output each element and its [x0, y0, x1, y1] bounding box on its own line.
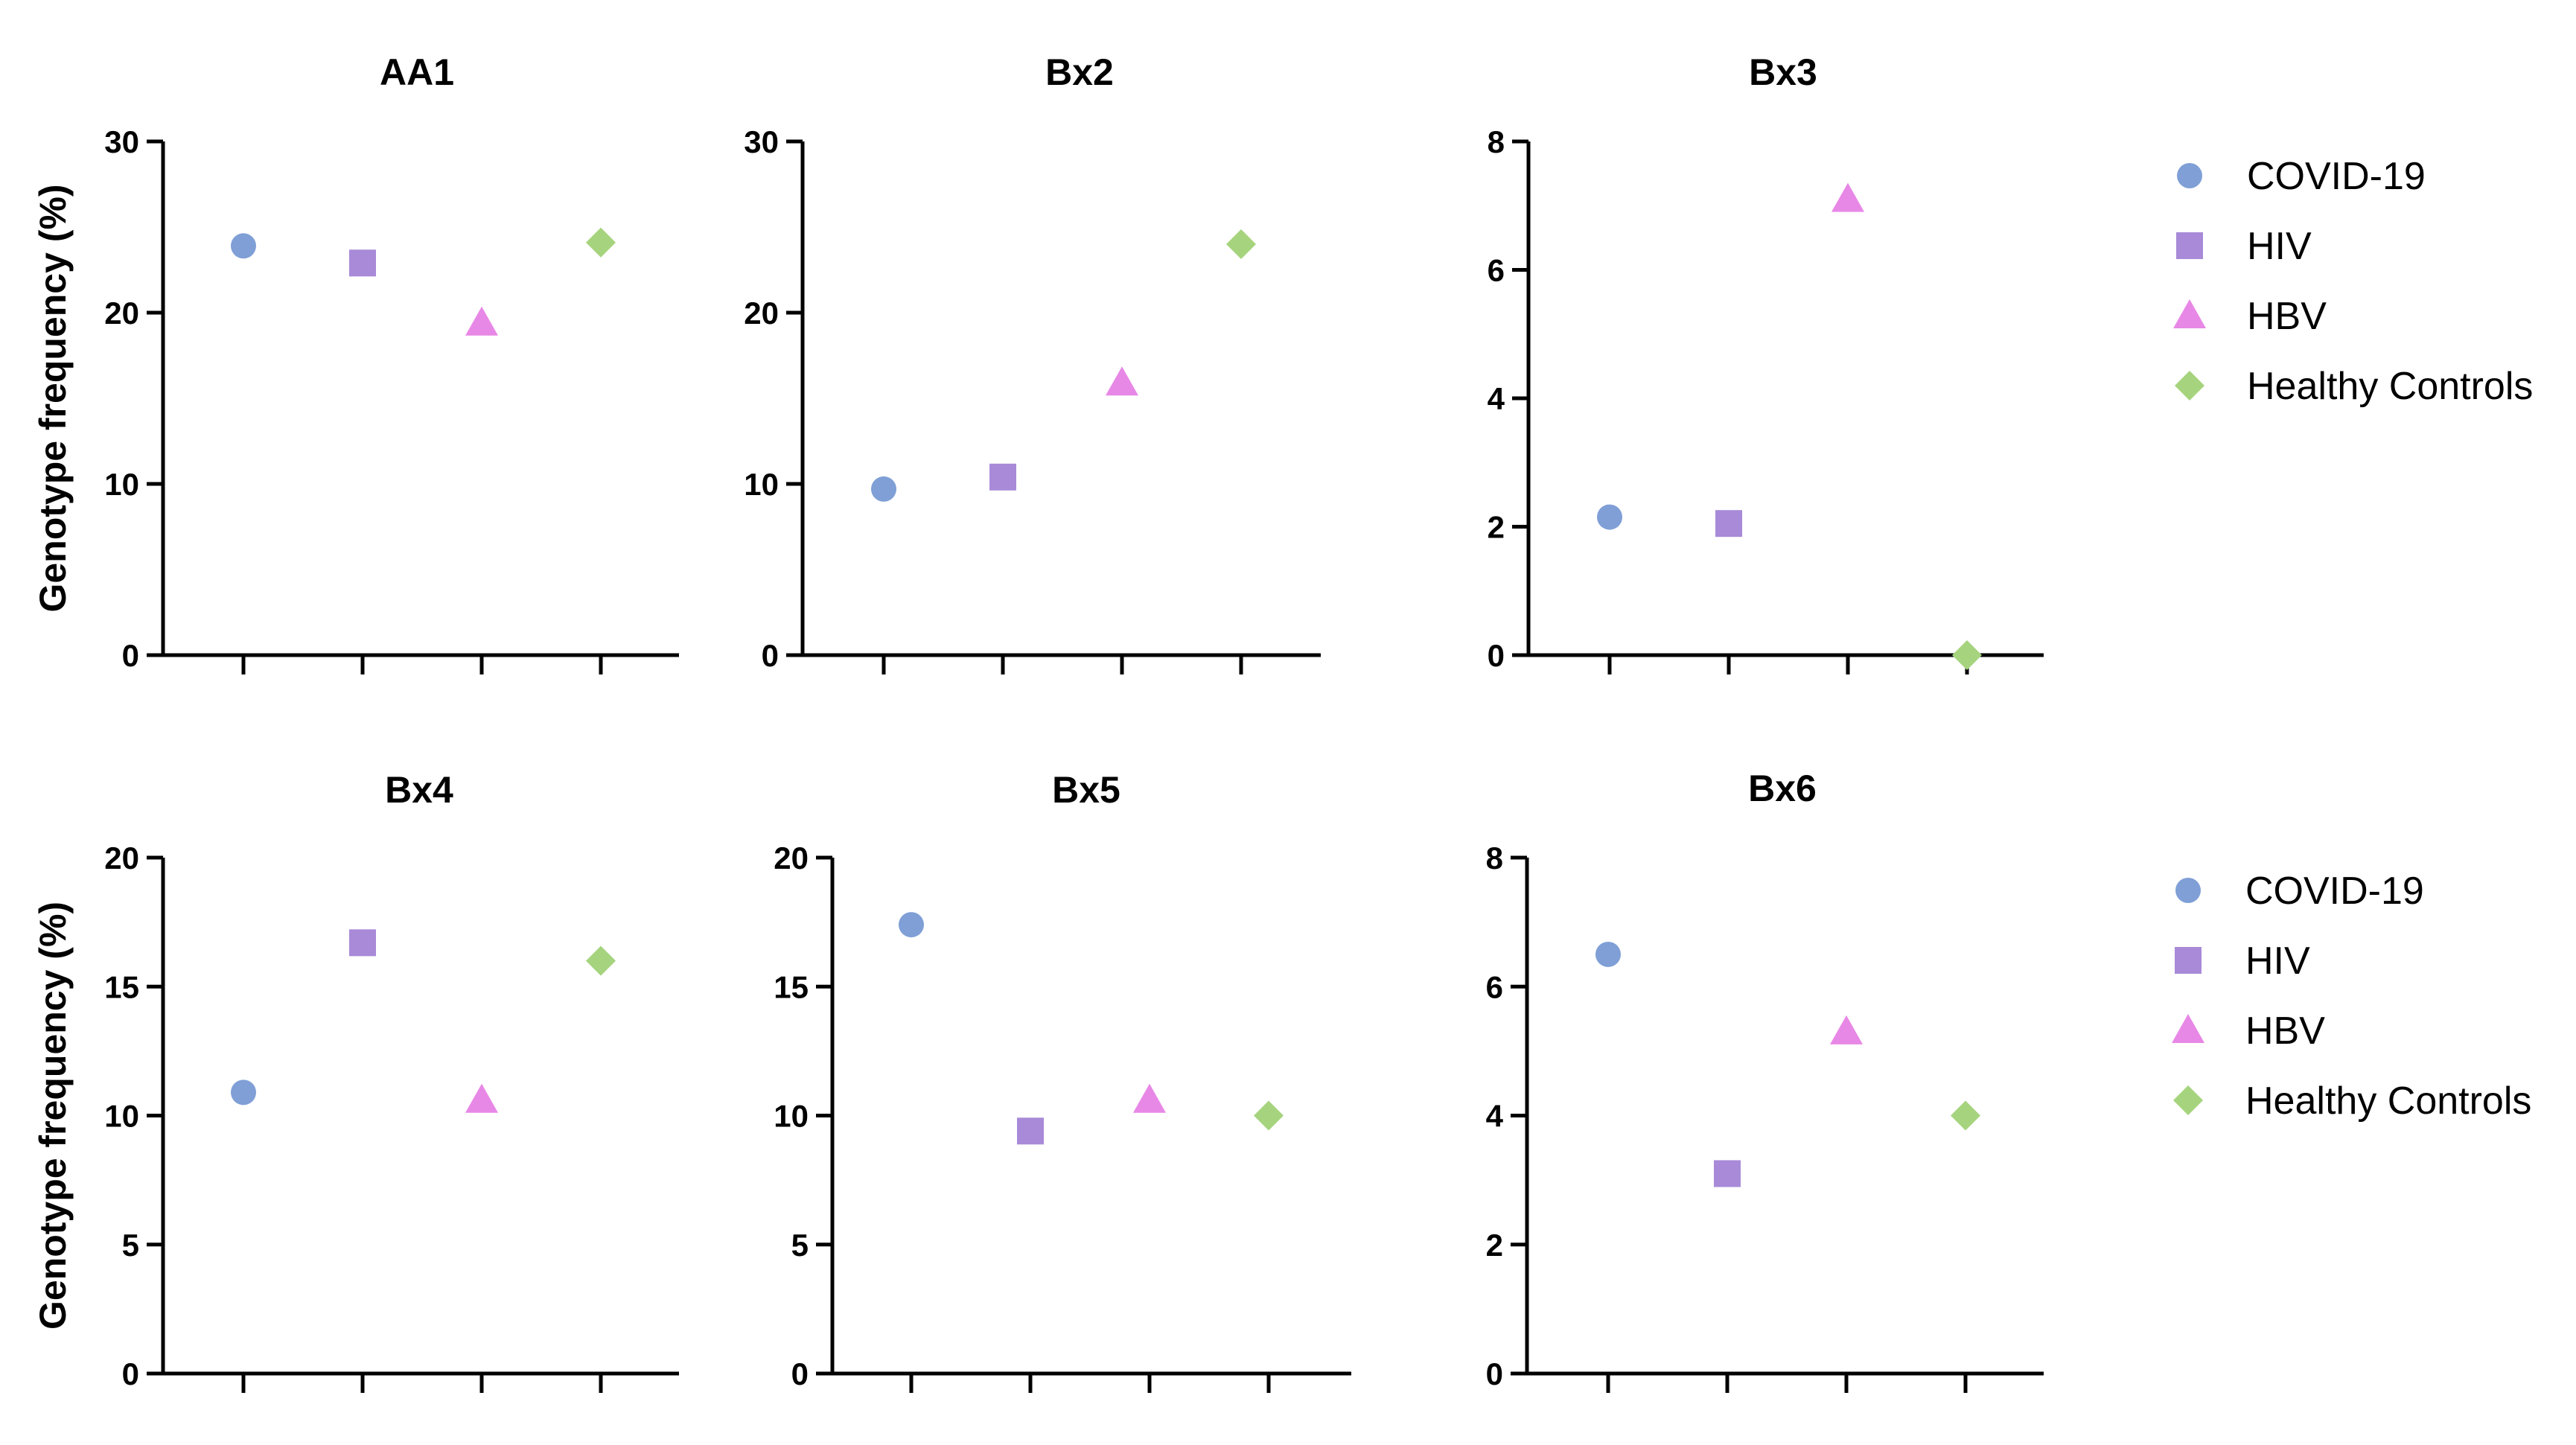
- legend-marker-hbv: [2172, 1014, 2204, 1043]
- panel-title: Bx5: [1052, 769, 1120, 811]
- legend-item-covid-19: COVID-19: [2175, 870, 2424, 913]
- data-point-covid-19: [231, 233, 256, 259]
- data-point-hiv: [1017, 1117, 1044, 1145]
- legend-item-healthy-controls: Healthy Controls: [2173, 1079, 2531, 1123]
- legend-marker-hbv: [2173, 299, 2206, 328]
- y-tick-label: 0: [122, 1356, 139, 1391]
- y-tick-label: 0: [122, 638, 139, 673]
- data-point-hbv: [1133, 1083, 1166, 1113]
- data-point-covid-19: [899, 912, 924, 938]
- y-tick-label: 15: [774, 969, 809, 1004]
- legend-marker-hiv: [2176, 232, 2203, 259]
- panel-bx3: Bx3 0 2 4 6 8: [1488, 51, 2044, 674]
- y-tick-label: 6: [1488, 253, 1505, 288]
- panel-title: Bx3: [1749, 51, 1817, 93]
- y-tick-label: 0: [1486, 1356, 1503, 1391]
- y-tick-label: 10: [104, 1099, 139, 1134]
- data-point-healthy-controls: [586, 945, 616, 976]
- panel-title: Bx2: [1045, 51, 1114, 93]
- panel-title: Bx6: [1748, 768, 1817, 809]
- y-tick-label: 2: [1488, 510, 1505, 545]
- legend-top: COVID-19 HIV HBV Healthy Controls: [2173, 155, 2533, 408]
- y-tick-label: 20: [104, 840, 139, 875]
- data-point-hiv: [1714, 1160, 1741, 1187]
- y-axis-title: Genotype frequency (%): [32, 902, 74, 1330]
- y-tick-label: 4: [1488, 381, 1505, 416]
- legend-label: Healthy Controls: [2247, 365, 2533, 408]
- panel-aa1: AA1 0 10 20 30 Genotype frequency (%): [32, 51, 679, 674]
- legend-marker-hiv: [2175, 947, 2202, 974]
- data-point-healthy-controls: [1951, 1100, 1980, 1131]
- data-point-healthy-controls: [1952, 640, 1982, 670]
- data-point-hbv: [1831, 182, 1864, 212]
- data-point-hbv: [1830, 1015, 1863, 1044]
- panel-bx4: Bx4 0 5 10 15 20 Genotype frequency (%): [32, 769, 679, 1393]
- y-tick-label: 20: [774, 840, 809, 875]
- data-point-covid-19: [1595, 941, 1621, 967]
- legend-item-hiv: HIV: [2175, 940, 2310, 983]
- panel-title: Bx4: [385, 769, 453, 811]
- data-point-hiv: [1715, 510, 1742, 538]
- data-point-healthy-controls: [1254, 1100, 1284, 1131]
- y-tick-label: 0: [762, 638, 779, 673]
- y-tick-label: 10: [104, 467, 139, 502]
- legend-label: Healthy Controls: [2245, 1079, 2531, 1123]
- legend-item-hiv: HIV: [2176, 225, 2312, 268]
- y-tick-label: 10: [774, 1099, 809, 1134]
- y-tick-label: 10: [744, 467, 779, 502]
- legend-item-hbv: HBV: [2173, 295, 2327, 338]
- legend-marker-healthy-controls: [2175, 371, 2204, 401]
- y-tick-label: 5: [791, 1228, 809, 1263]
- data-point-hbv: [465, 1083, 498, 1113]
- y-axis-title: Genotype frequency (%): [32, 184, 74, 612]
- panel-bx2: Bx2 0 10 20 30: [744, 51, 1321, 674]
- legend-item-hbv: HBV: [2172, 1009, 2325, 1053]
- legend-marker-covid-19: [2177, 163, 2202, 188]
- data-point-healthy-controls: [586, 227, 616, 258]
- y-tick-label: 2: [1486, 1228, 1503, 1263]
- y-tick-label: 0: [1488, 638, 1505, 673]
- y-tick-label: 15: [104, 969, 139, 1004]
- panel-title: AA1: [380, 51, 454, 93]
- y-tick-label: 30: [744, 124, 779, 159]
- legend-label: HIV: [2245, 940, 2310, 983]
- legend-label: HBV: [2245, 1009, 2325, 1053]
- legend-item-healthy-controls: Healthy Controls: [2175, 365, 2533, 408]
- data-point-covid-19: [1597, 504, 1622, 530]
- y-tick-label: 30: [104, 124, 139, 159]
- y-tick-label: 8: [1488, 124, 1505, 159]
- legend-item-covid-19: COVID-19: [2177, 155, 2426, 198]
- data-point-hiv: [349, 249, 376, 277]
- y-tick-label: 4: [1486, 1099, 1504, 1134]
- legend-marker-healthy-controls: [2173, 1085, 2203, 1115]
- data-point-hbv: [1106, 366, 1138, 396]
- y-tick-label: 8: [1486, 840, 1503, 875]
- legend-bottom: COVID-19 HIV HBV Healthy Controls: [2172, 870, 2531, 1123]
- panel-bx5: Bx5 0 5 10 15 20: [774, 769, 1351, 1393]
- data-point-hbv: [465, 306, 498, 336]
- legend-label: HIV: [2247, 225, 2312, 268]
- data-point-healthy-controls: [1226, 229, 1256, 259]
- y-tick-label: 0: [791, 1356, 809, 1391]
- data-point-covid-19: [231, 1079, 256, 1106]
- data-point-hiv: [989, 463, 1016, 491]
- legend-label: COVID-19: [2245, 870, 2424, 913]
- y-tick-label: 20: [104, 296, 139, 331]
- y-tick-label: 5: [122, 1228, 139, 1263]
- legend-label: HBV: [2247, 295, 2327, 338]
- data-point-covid-19: [871, 476, 896, 502]
- y-tick-label: 20: [744, 296, 779, 331]
- y-tick-label: 6: [1486, 969, 1503, 1004]
- legend-marker-covid-19: [2175, 878, 2201, 903]
- panel-bx6: Bx6 0 2 4 6 8: [1486, 768, 2044, 1393]
- legend-label: COVID-19: [2247, 155, 2426, 198]
- data-point-hiv: [349, 929, 376, 957]
